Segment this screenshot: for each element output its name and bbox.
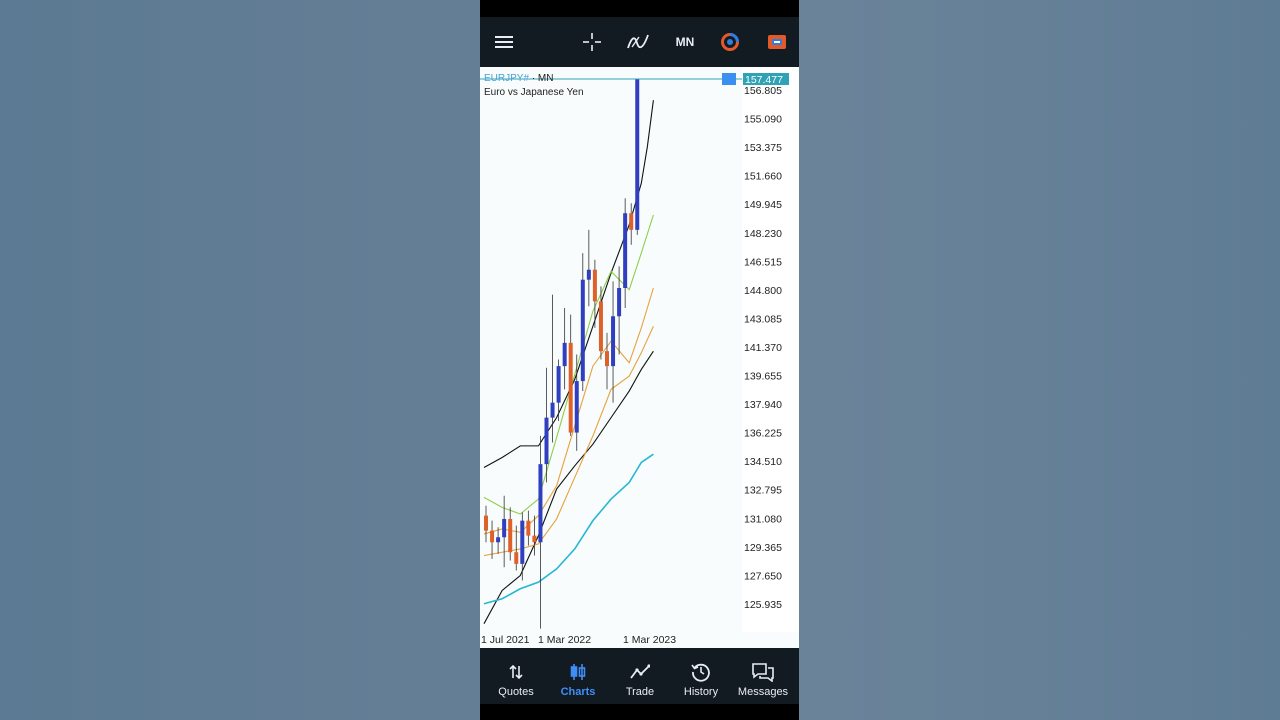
date-axis-label: 1 Jul 2021 — [481, 634, 530, 646]
candle-body — [496, 537, 501, 543]
moving-average-line — [483, 325, 654, 557]
candle-body — [592, 269, 597, 302]
messages-icon — [752, 658, 774, 686]
candle-body — [598, 301, 603, 352]
candle-body — [611, 316, 616, 367]
price-axis-label: 148.230 — [744, 228, 782, 240]
price-axis-label: 139.655 — [744, 371, 782, 383]
price-axis-label: 136.225 — [744, 428, 782, 440]
price-axis-label: 149.945 — [744, 199, 782, 211]
candle-body — [484, 515, 488, 531]
candle-body — [635, 79, 640, 230]
price-axis-label: 129.365 — [744, 542, 782, 554]
nav-quotes-label: Quotes — [498, 686, 534, 698]
price-axis-label: 143.085 — [744, 313, 782, 325]
nav-trade-label: Trade — [625, 686, 655, 698]
price-scale — [742, 67, 799, 632]
chart-symbol-label: EURJPY# · MN — [484, 73, 554, 84]
phone-screen: MN 156.805 155.090 153.375 151.660 149.945 14… — [480, 0, 799, 720]
nav-messages-label: Messages — [737, 686, 789, 698]
candle-body — [550, 402, 555, 418]
candle-body — [574, 381, 579, 433]
hamburger-menu-icon[interactable] — [492, 17, 516, 67]
candle-body — [490, 530, 495, 543]
price-axis-label: 141.370 — [744, 342, 782, 354]
quotes-icon — [508, 658, 524, 686]
bottom-navigation: Quotes Charts Trade History Messages — [480, 648, 799, 704]
date-axis-label: 1 Mar 2022 — [538, 634, 591, 646]
trade-badge-icon[interactable] — [765, 17, 789, 67]
nav-trade[interactable]: Trade — [609, 648, 671, 704]
candle-body — [556, 366, 561, 403]
price-line-handle — [722, 73, 736, 85]
candle-body — [580, 279, 585, 382]
candle-body — [544, 417, 549, 465]
candle-body — [617, 288, 622, 317]
price-axis-label: 155.090 — [744, 114, 782, 126]
moving-average-line — [483, 453, 654, 605]
price-axis-label: 134.510 — [744, 456, 782, 468]
chart-toolbar: MN — [480, 17, 799, 67]
candle-body — [526, 520, 531, 536]
trade-icon — [630, 658, 650, 686]
price-axis-label: 137.940 — [744, 399, 782, 411]
history-icon — [691, 658, 711, 686]
nav-quotes[interactable]: Quotes — [485, 648, 547, 704]
date-axis-label: 1 Mar 2023 — [623, 634, 676, 646]
candle-body — [629, 213, 634, 230]
current-price-label: 157.477 — [745, 74, 783, 86]
price-axis-label: 127.650 — [744, 570, 782, 582]
symbol-description: Euro vs Japanese Yen — [484, 87, 584, 98]
price-axis-label: 144.800 — [744, 285, 782, 297]
candle-body — [532, 535, 537, 543]
candle-body — [508, 518, 513, 553]
moving-average-line — [483, 350, 654, 624]
symbol-name: EURJPY# — [484, 73, 530, 84]
color-circle-icon[interactable] — [718, 17, 742, 67]
price-axis-label: 151.660 — [744, 171, 782, 183]
candle-body — [514, 552, 519, 564]
timeframe-button[interactable]: MN — [675, 35, 695, 49]
candle-body — [586, 269, 591, 280]
candle-body — [568, 342, 573, 433]
price-chart[interactable]: 156.805 155.090 153.375 151.660 149.945 148.2… — [480, 67, 799, 648]
nav-history-label: History — [683, 686, 719, 698]
price-axis-label: 131.080 — [744, 513, 782, 525]
moving-average-line — [483, 214, 654, 515]
price-axis-label: 146.515 — [744, 256, 782, 268]
price-axis-label: 156.805 — [744, 85, 782, 97]
candle-body — [538, 464, 543, 543]
nav-charts[interactable]: Charts — [547, 648, 609, 704]
price-axis-label: 153.375 — [744, 142, 782, 154]
candle-body — [605, 351, 609, 367]
crosshair-icon[interactable] — [580, 17, 604, 67]
nav-messages[interactable]: Messages — [732, 648, 794, 704]
charts-icon — [569, 658, 587, 686]
current-price-tag — [743, 73, 789, 85]
nav-history[interactable]: History — [670, 648, 732, 704]
chart-timeframe: MN — [537, 73, 554, 84]
candle-body — [502, 518, 507, 538]
price-axis-label: 132.795 — [744, 485, 782, 497]
indicators-icon[interactable] — [625, 17, 651, 67]
chart-canvas[interactable]: 156.805 155.090 153.375 151.660 149.945 148.2… — [480, 67, 799, 648]
nav-charts-label: Charts — [560, 686, 596, 698]
candle-body — [520, 520, 525, 564]
candle-body — [562, 342, 567, 367]
price-axis-label: 125.935 — [744, 599, 782, 611]
candle-body — [623, 213, 628, 289]
